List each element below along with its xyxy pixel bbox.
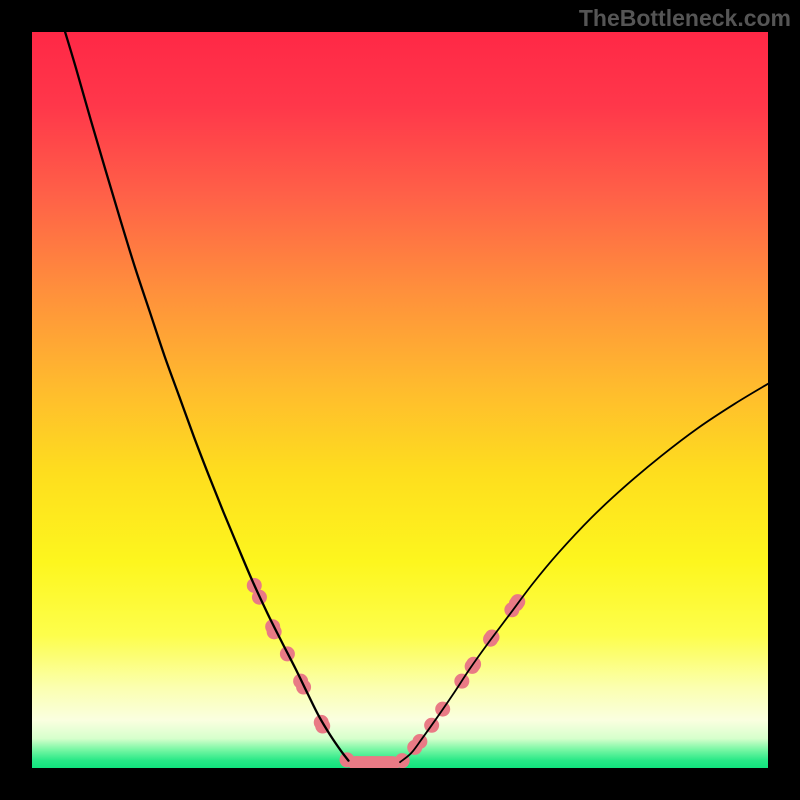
plot-area (32, 32, 768, 768)
curve-left-arm (65, 32, 348, 761)
watermark-text: TheBottleneck.com (579, 5, 791, 32)
scatter-markers (247, 578, 525, 768)
outer-frame (0, 0, 800, 800)
plot-svg (32, 32, 768, 768)
curve-right-arm (400, 384, 768, 762)
